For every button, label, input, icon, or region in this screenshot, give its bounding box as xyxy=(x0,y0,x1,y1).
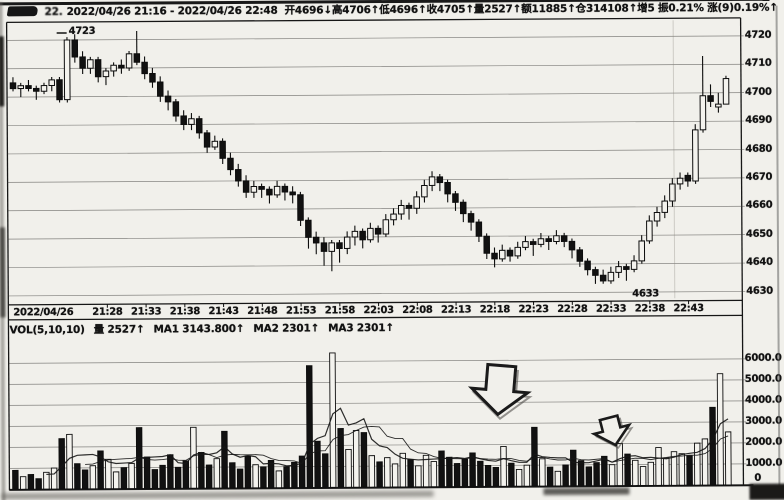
session-high-label: 4723 xyxy=(68,25,96,37)
price-tick-label: 4640 xyxy=(746,256,773,269)
time-axis-bottom xyxy=(8,314,743,321)
time-tick-label: 21:43 xyxy=(208,305,239,317)
time-tick-label: 22:38 xyxy=(634,302,666,315)
ma2-value-label: MA2 2301↑ xyxy=(253,322,320,335)
indicator-name-label: VOL(5,10,10) xyxy=(9,323,85,337)
volume-tick-label: 6000.0 xyxy=(744,352,782,364)
time-tick-label: 22:33 xyxy=(595,303,627,315)
price-pane-bottom xyxy=(8,299,743,306)
volume-value-label: 量 2527↑ xyxy=(93,323,145,336)
volume-zero-label: 0 xyxy=(754,472,762,484)
volume-tick-label: 3000.0 xyxy=(745,415,782,427)
volume-tick-label: 5000.0 xyxy=(744,373,782,385)
pane-border-right xyxy=(739,17,745,486)
volume-tick-label: 4000.0 xyxy=(744,394,782,406)
time-tick-label: 22:23 xyxy=(518,303,549,315)
price-tick-label: 4650 xyxy=(745,228,773,240)
price-tick-label: 4670 xyxy=(745,171,773,183)
price-tick-label: 4700 xyxy=(745,86,772,98)
scan-shadow xyxy=(543,487,630,496)
volume-tick-label: 2000.0 xyxy=(745,436,783,448)
price-tick-label: 4710 xyxy=(744,58,772,70)
time-tick-label: 21:58 xyxy=(324,304,356,316)
price-tick-label: 4660 xyxy=(745,200,773,212)
pane-border-left xyxy=(5,22,11,491)
time-tick-label: 22:08 xyxy=(402,304,433,316)
pane-border-top xyxy=(6,17,741,23)
price-tick-label: 4690 xyxy=(745,114,772,127)
ma1-value-label: MA1 3143.800↑ xyxy=(153,322,245,336)
scan-shadow xyxy=(749,483,784,500)
down-arrow-annotation-large xyxy=(467,362,533,420)
time-tick-label: 22:13 xyxy=(440,304,472,316)
price-tick-label: 4680 xyxy=(745,143,773,155)
time-tick-label: 22:28 xyxy=(557,303,588,315)
time-tick-label: 21:48 xyxy=(247,305,278,317)
scan-smudge xyxy=(0,227,6,318)
volume-indicator-header: VOL(5,10,10) 量 2527↑ MA1 3143.800↑ MA2 2301… xyxy=(9,320,403,337)
scan-smudge xyxy=(0,36,5,107)
down-arrow-annotation-small xyxy=(590,414,634,449)
volume-zero-line xyxy=(9,484,754,491)
time-tick-label: 21:33 xyxy=(130,305,162,318)
time-tick-label: 21:28 xyxy=(92,306,123,318)
time-tick-label: 22:43 xyxy=(673,302,704,314)
date-label: 2022/04/26 xyxy=(13,306,74,318)
price-tick-label: 4630 xyxy=(746,285,773,297)
time-tick-label: 21:38 xyxy=(169,305,201,317)
price-tick-label: 4720 xyxy=(744,29,772,41)
ma3-value-label: MA3 2301↑ xyxy=(328,321,394,335)
time-tick-label: 22:18 xyxy=(479,303,511,315)
time-tick-label: 22:03 xyxy=(363,304,394,316)
volume-tick-label: 1000.0 xyxy=(745,457,783,469)
time-tick-label: 21:53 xyxy=(285,304,317,317)
session-low-label: 4633 xyxy=(632,288,659,300)
